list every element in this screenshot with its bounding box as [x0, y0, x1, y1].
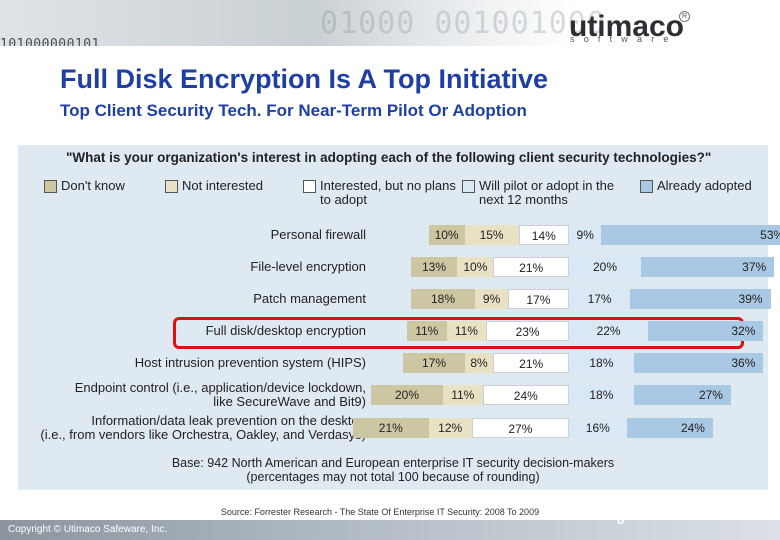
bar-segment: 53% — [601, 225, 780, 245]
category-label: Personal firewall — [270, 227, 366, 242]
bar-segment: 9% — [475, 289, 508, 309]
category-label: Host intrusion prevention system (HIPS) — [134, 355, 366, 370]
bar-segment: 20% — [371, 385, 443, 405]
bar-segment: 9% — [569, 225, 602, 245]
utimaco-logo: utimaco — [568, 10, 684, 43]
bar-segment: 36% — [633, 353, 764, 373]
legend-swatch — [165, 180, 178, 193]
bar-segment: 18% — [569, 353, 634, 373]
legend-label: Will pilot or adopt in the next 12 month… — [479, 178, 615, 207]
bar-segment: 24% — [626, 418, 713, 438]
bar-segment: 16% — [569, 418, 627, 438]
base-note-line-2: (percentages may not total 100 because o… — [246, 470, 540, 484]
slide-title: Full Disk Encryption Is A Top Initiative — [60, 64, 549, 94]
bar-segment: 21% — [353, 418, 429, 438]
copyright-text: Copyright © Utimaco Safeware, Inc. — [8, 524, 168, 535]
bar-segment: 17% — [403, 353, 465, 373]
bar-segment: 21% — [493, 353, 569, 373]
bar-segment: 11% — [407, 321, 447, 341]
binary-pattern: 101000000101 001001000010100000 — [0, 2, 150, 46]
legend-swatch — [640, 180, 653, 193]
bar-segment: 8% — [464, 353, 494, 373]
source-citation: Source: Forrester Research - The State O… — [220, 507, 540, 517]
bar-segment: 17% — [569, 289, 631, 309]
bar-segment: 21% — [493, 257, 569, 277]
page-number: 8 — [617, 512, 625, 527]
bar-segment: 24% — [482, 385, 569, 405]
category-label: File-level encryption — [250, 259, 366, 274]
bar-segment: 14% — [518, 225, 569, 245]
category-label: Information/data leak prevention on the … — [40, 413, 366, 442]
footer-bar: Copyright © Utimaco Safeware, Inc. 8 — [0, 512, 780, 540]
bar-segment: 17% — [507, 289, 569, 309]
bar-segment: 39% — [630, 289, 771, 309]
bar-segment: 32% — [648, 321, 764, 341]
bar-segment: 18% — [410, 289, 476, 309]
base-note: Base: 942 North American and European en… — [18, 456, 768, 484]
legend-label: Interested, but no plans to adopt — [320, 178, 456, 207]
bar-segment: 37% — [641, 257, 775, 277]
bar-segment: 23% — [486, 321, 569, 341]
category-label: Endpoint control (i.e., application/devi… — [74, 380, 366, 409]
bar-segment: 10% — [457, 257, 494, 277]
bar-segment: 11% — [443, 385, 483, 405]
base-note-line-1: Base: 942 North American and European en… — [171, 456, 615, 470]
bar-segment: 18% — [569, 385, 634, 405]
legend-swatch — [303, 180, 316, 193]
bar-segment: 27% — [633, 385, 731, 405]
category-label: Patch management — [253, 291, 366, 306]
bar-segment: 20% — [569, 257, 641, 277]
bar-segment: 15% — [464, 225, 519, 245]
logo-subtitle: software — [570, 34, 678, 44]
header-banner: 101000000101 001001000010100000 01000 00… — [0, 0, 780, 46]
bar-segment: 11% — [446, 321, 487, 341]
bar-segment: 10% — [428, 225, 465, 245]
bar-segment: 13% — [410, 257, 458, 277]
binary-watermark: 01000 001001000 — [320, 6, 606, 41]
binary-line-1: 101000000101 — [0, 37, 100, 46]
bar-segment: 12% — [428, 418, 472, 438]
registered-icon: R — [679, 11, 690, 22]
legend-label: Already adopted — [657, 178, 752, 193]
bar-segment: 27% — [471, 418, 569, 438]
legend-label: Don't know — [61, 178, 125, 193]
legend-swatch — [462, 180, 475, 193]
chart-question: "What is your organization's interest in… — [66, 150, 712, 165]
bar-segment: 22% — [569, 321, 649, 341]
slide-subtitle: Top Client Security Tech. For Near-Term … — [60, 101, 527, 120]
legend-swatch — [44, 180, 57, 193]
legend-label: Not interested — [182, 178, 263, 193]
category-label: Full disk/desktop encryption — [205, 323, 366, 338]
